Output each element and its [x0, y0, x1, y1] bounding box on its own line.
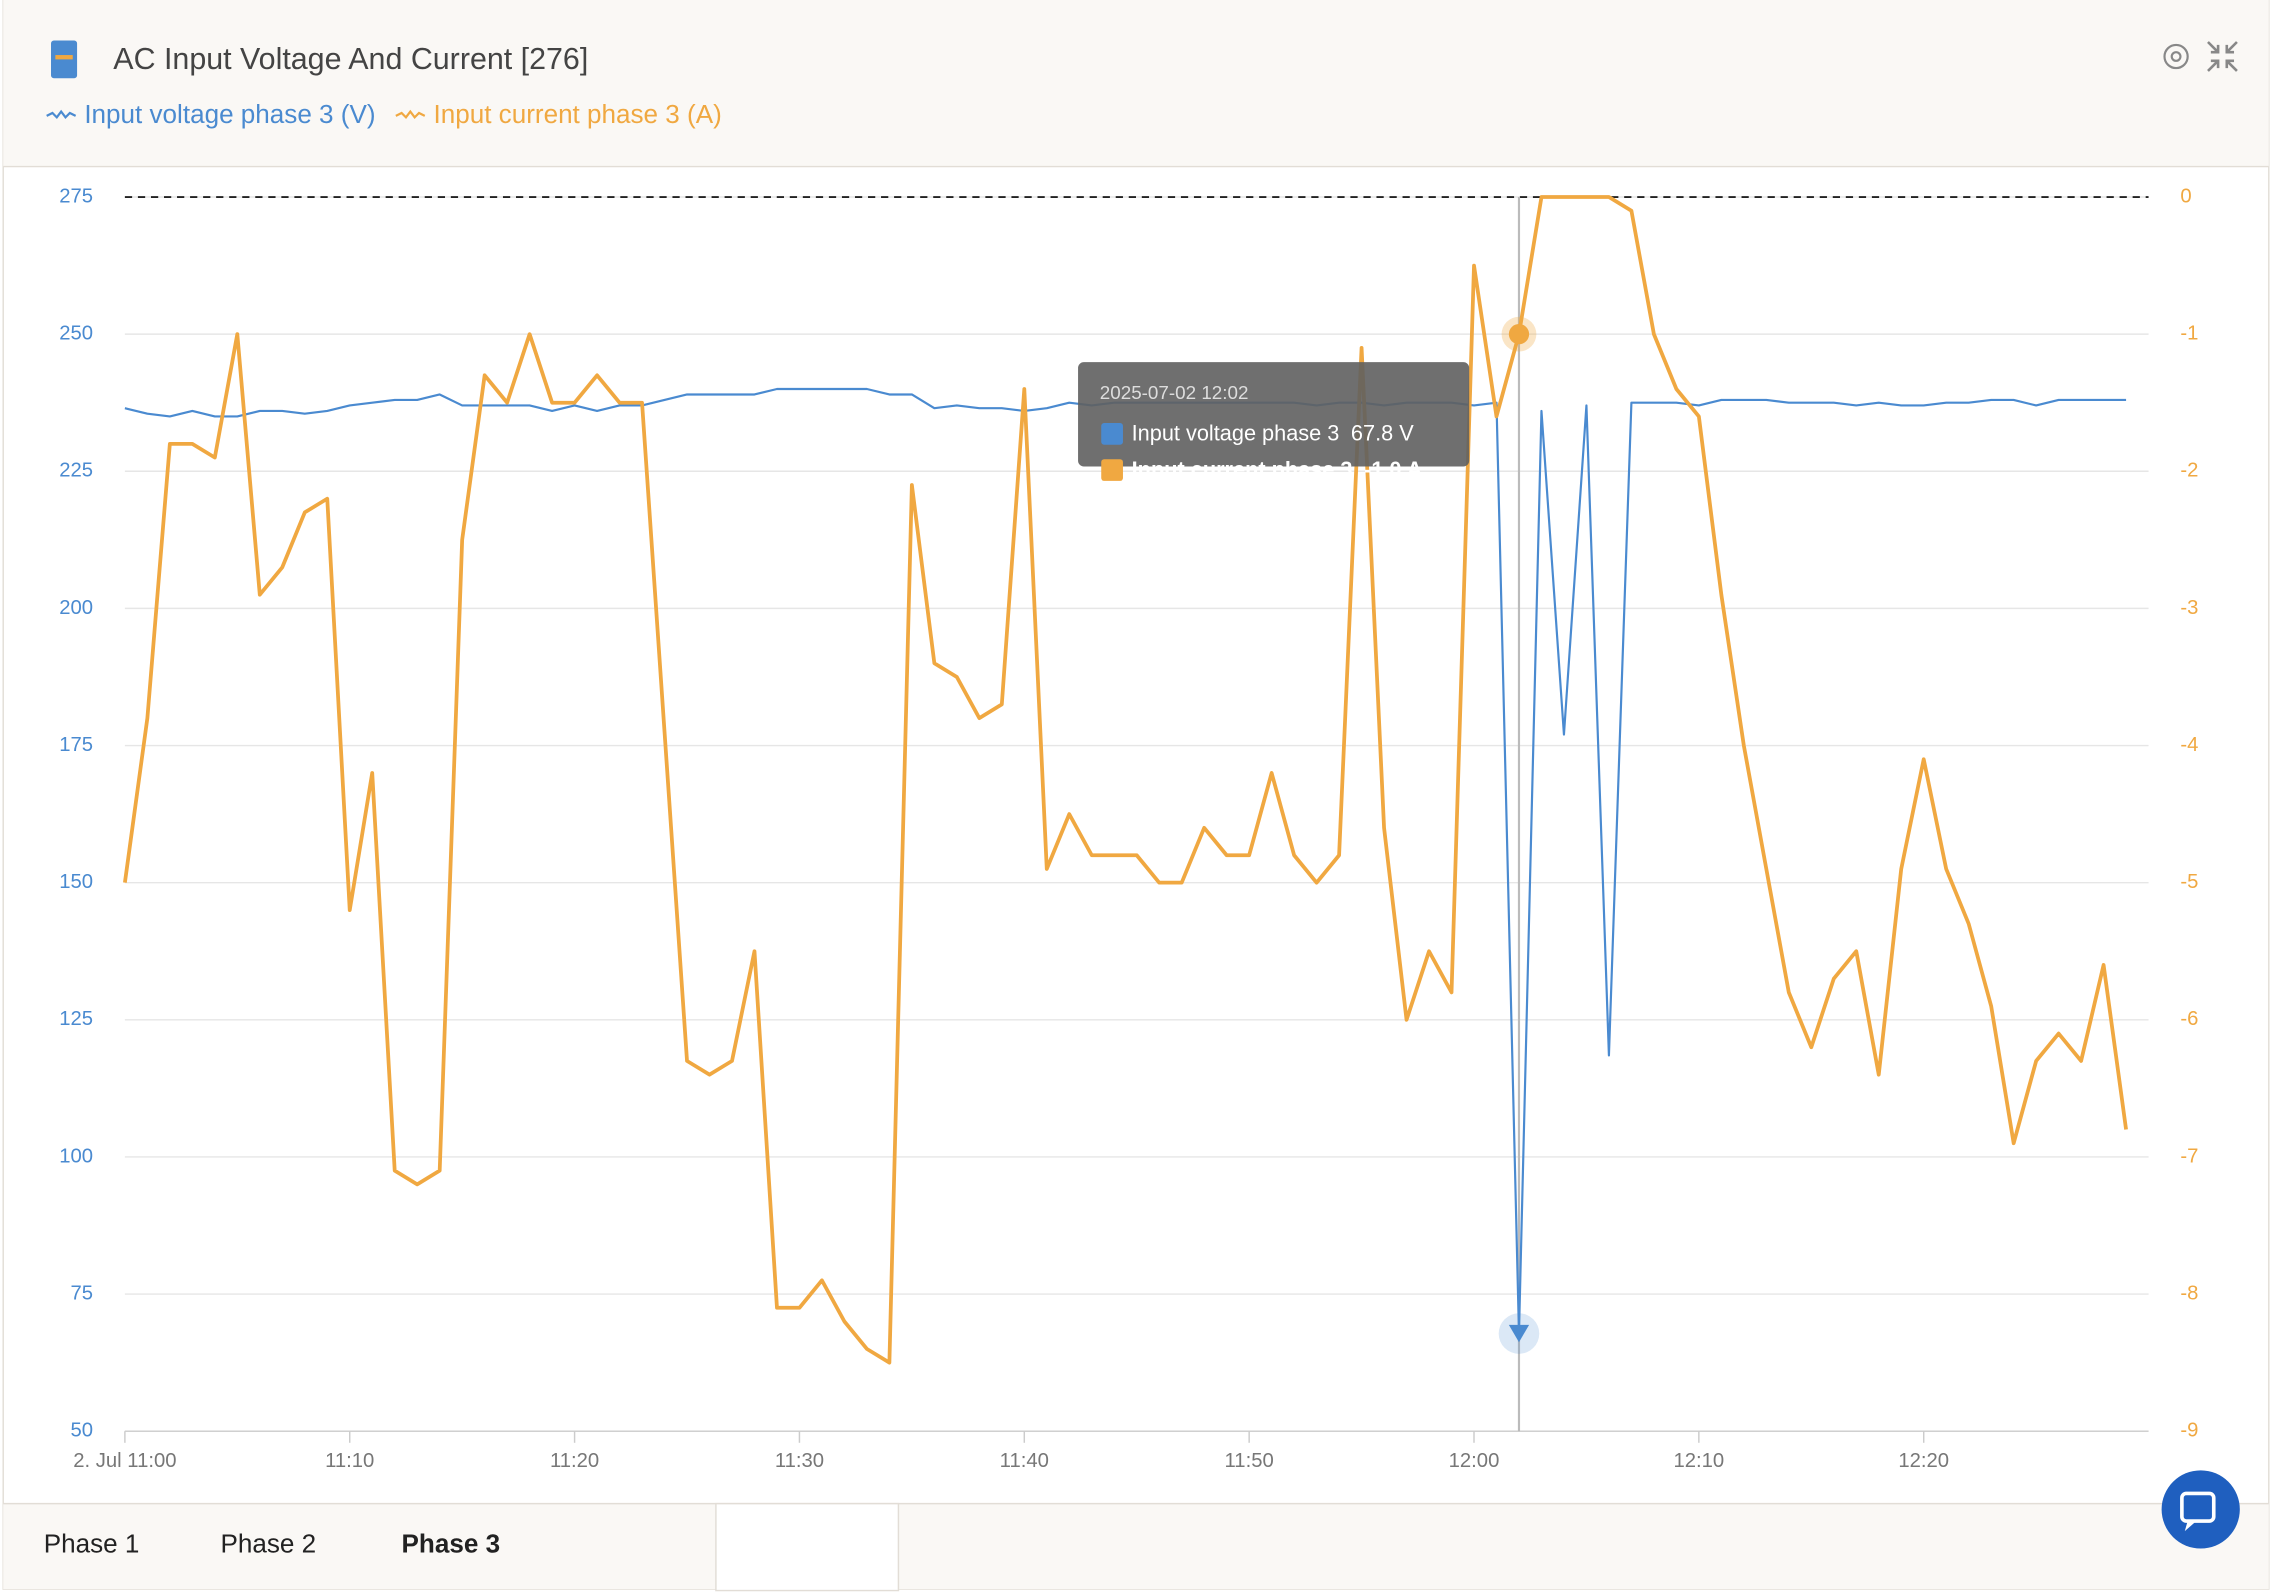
tab-active-bg — [715, 1502, 900, 1592]
x-tick-label: 12:10 — [1673, 1450, 1724, 1472]
x-tick-label: 11:20 — [550, 1450, 599, 1472]
y-tick-label: 150 — [59, 871, 93, 893]
legend-item[interactable]: Input current phase 3 (A) — [395, 99, 722, 129]
y-tick-label: 100 — [59, 1145, 93, 1167]
chat-button[interactable] — [2161, 1470, 2240, 1549]
legend-item[interactable]: Input voltage phase 3 (V) — [46, 99, 376, 129]
y2-tick-label: -8 — [2180, 1282, 2198, 1304]
y2-tick-label: -5 — [2180, 871, 2198, 893]
hover-marker — [1508, 324, 1530, 345]
tooltip-title: 2025-07-02 12:02 — [1100, 382, 1249, 403]
tooltip-box — [1078, 362, 1470, 467]
y2-tick-label: -1 — [2180, 323, 2198, 345]
tooltip-row: Input current phase 3 -1.0 A — [1132, 457, 1423, 482]
tab-label: Phase 3 — [402, 1529, 501, 1559]
tab[interactable]: Phase 2 — [220, 1529, 316, 1559]
tab[interactable]: Phase 3 — [402, 1502, 900, 1592]
y-tick-label: 225 — [59, 460, 93, 482]
y2-tick-label: -9 — [2180, 1420, 2198, 1442]
widget-title: AC Input Voltage And Current [276] — [113, 42, 588, 76]
tooltip-swatch — [1101, 459, 1123, 481]
legend-label: Input voltage phase 3 (V) — [84, 99, 375, 129]
x-tick-label: 11:50 — [1225, 1450, 1274, 1472]
legend-label: Input current phase 3 (A) — [433, 99, 721, 129]
y-tick-label: 75 — [70, 1282, 93, 1304]
legend-icon — [395, 109, 426, 119]
y-tick-label: 50 — [70, 1420, 93, 1442]
tooltip-label: Input voltage phase 3 — [1132, 420, 1340, 445]
y-tick-label: 175 — [59, 734, 93, 756]
y2-tick-label: -6 — [2180, 1008, 2198, 1030]
x-tick-label: 11:40 — [1000, 1450, 1049, 1472]
tooltip-value: -1.0 A — [1364, 457, 1423, 482]
series-line — [123, 195, 2128, 1365]
y-tick-label: 200 — [59, 597, 93, 619]
y2-tick-label: -4 — [2180, 734, 2198, 756]
y-tick-label: 250 — [59, 323, 93, 345]
header-bg — [3, 0, 2269, 167]
tab-bar — [3, 1503, 2269, 1590]
tooltip-label: Input current phase 3 — [1132, 457, 1353, 482]
tab[interactable]: Phase 1 — [44, 1529, 140, 1559]
tooltip-swatch — [1101, 422, 1123, 445]
x-tick-label: 11:30 — [775, 1450, 824, 1472]
x-tick-label: 11:10 — [325, 1450, 374, 1472]
tooltip-value: 67.8 V — [1351, 420, 1414, 445]
y2-tick-label: -7 — [2180, 1145, 2198, 1167]
legend-icon — [46, 109, 77, 119]
y-tick-label: 275 — [59, 185, 93, 207]
x-tick-label: 2. Jul 11:00 — [73, 1450, 176, 1472]
collapse-icon[interactable] — [2207, 41, 2238, 72]
x-tick-label: 12:20 — [1898, 1450, 1949, 1472]
y2-tick-label: -3 — [2180, 597, 2198, 619]
device-icon — [51, 40, 78, 79]
y-tick-label: 125 — [59, 1008, 93, 1030]
tooltip-row: Input voltage phase 3 67.8 V — [1132, 420, 1415, 445]
x-tick-label: 12:00 — [1449, 1450, 1500, 1472]
tab-label: Phase 2 — [220, 1529, 316, 1559]
tab-label: Phase 1 — [44, 1529, 140, 1559]
y2-tick-label: 0 — [2180, 185, 2191, 207]
settings-icon[interactable] — [2163, 43, 2189, 70]
y2-tick-label: -2 — [2180, 460, 2198, 482]
hover-marker — [1508, 1324, 1530, 1343]
